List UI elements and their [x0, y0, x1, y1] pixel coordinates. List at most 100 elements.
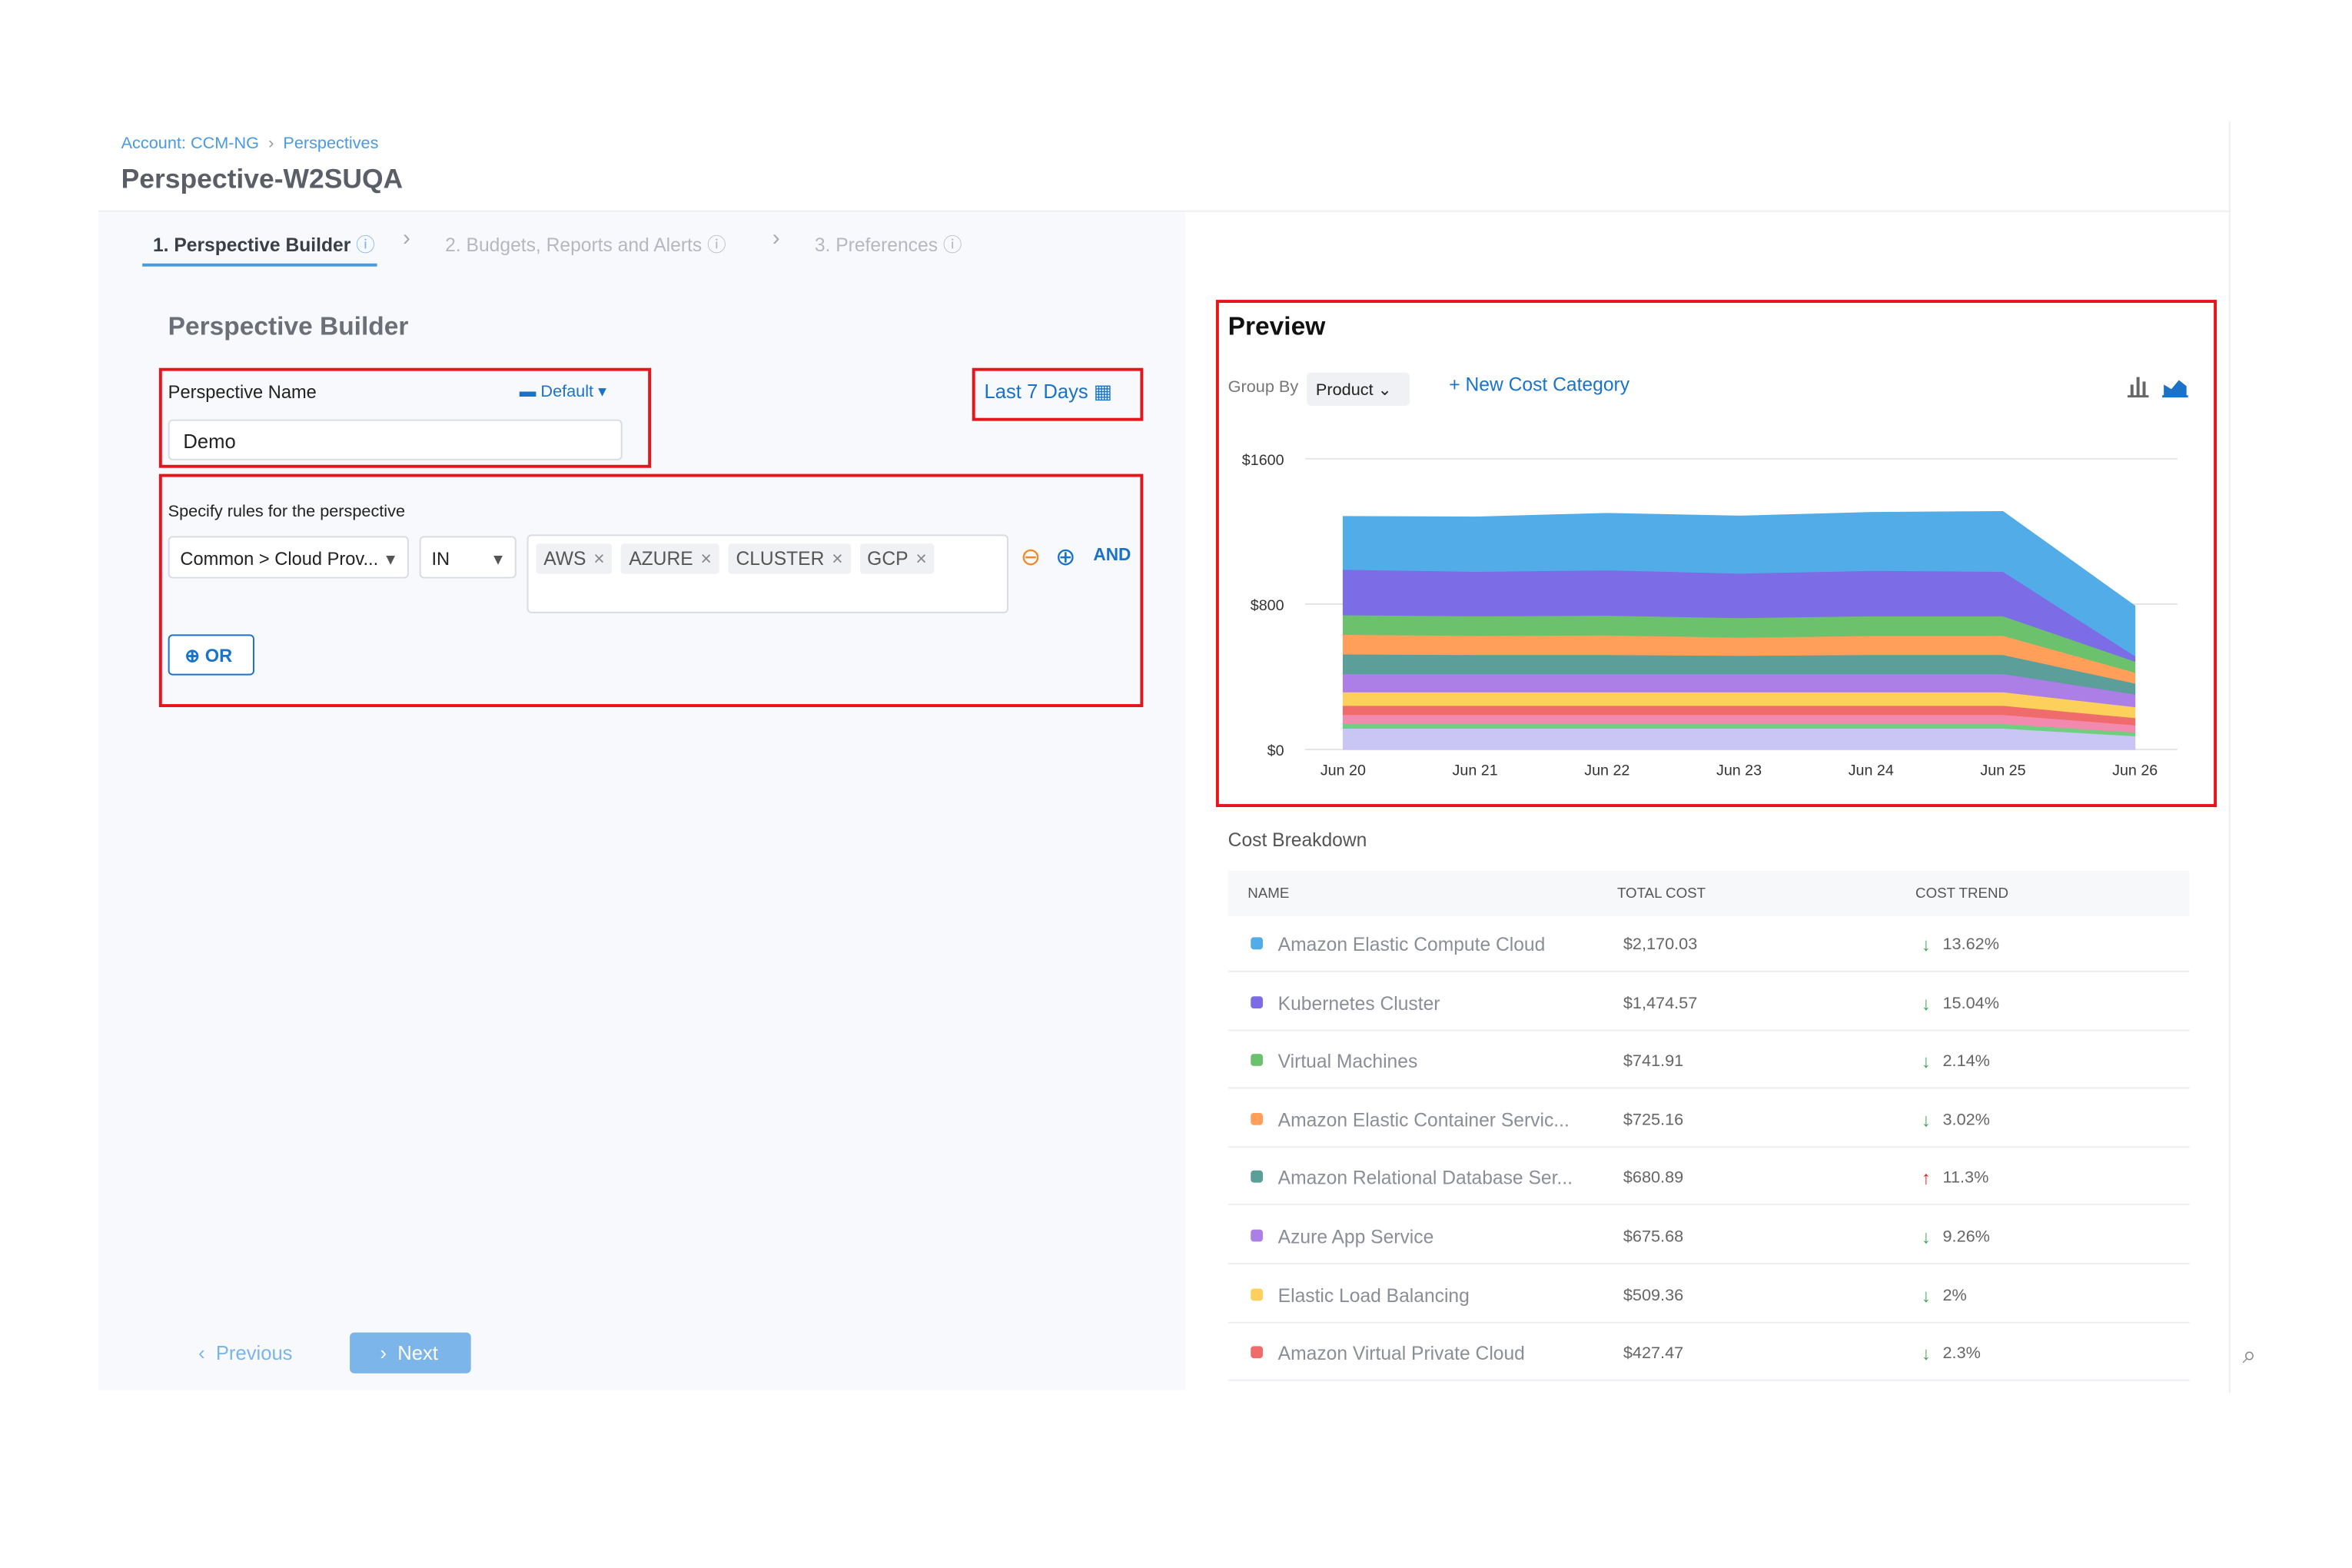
- x-tick-label: Jun 26: [2112, 762, 2158, 779]
- color-swatch: [1251, 1346, 1263, 1359]
- trend-arrow: ↓: [1921, 1109, 1931, 1131]
- row-divider: [1227, 1204, 2190, 1206]
- row-trend: 2.14%: [1942, 1052, 1990, 1071]
- highlight-box: [158, 367, 652, 468]
- row-name: Amazon Virtual Private Cloud: [1277, 1343, 1525, 1365]
- chip-remove[interactable]: ×: [593, 548, 605, 570]
- trend-arrow: ↓: [1921, 992, 1931, 1015]
- left-panel: [98, 211, 1186, 1390]
- highlight-box: [972, 367, 1144, 421]
- step-tab[interactable]: 2. Budgets, Reports and Alerts ⓘ: [445, 234, 726, 256]
- divider: [2228, 121, 2231, 1394]
- x-tick-label: Jun 22: [1584, 762, 1629, 779]
- active-tab-underline: [142, 263, 377, 267]
- step-tab[interactable]: 1. Perspective Builder ⓘ: [152, 234, 375, 256]
- new-cost-category[interactable]: + New Cost Category: [1449, 374, 1630, 396]
- color-swatch: [1251, 1112, 1263, 1125]
- breadcrumb-link[interactable]: Perspectives: [283, 135, 379, 153]
- values-input[interactable]: AWS × AZURE × CLUSTER × GCP ×: [527, 534, 1009, 613]
- area: [1342, 510, 2136, 657]
- row-name: Amazon Elastic Container Servic...: [1277, 1109, 1570, 1131]
- row-trend: 9.26%: [1942, 1227, 1990, 1247]
- divider: [98, 210, 2231, 212]
- chip-remove[interactable]: ×: [915, 548, 927, 570]
- row-name: Amazon Elastic Compute Cloud: [1277, 934, 1546, 956]
- x-tick-label: Jun 24: [1849, 762, 1894, 779]
- step-tab[interactable]: 3. Preferences ⓘ: [814, 234, 962, 256]
- highlight-box: [1215, 300, 2217, 808]
- value-chip: CLUSTER ×: [728, 543, 851, 574]
- bar-chart-icon[interactable]: [2127, 377, 2149, 398]
- y-tick-label: $0: [1267, 742, 1284, 759]
- row-cost: $1,474.57: [1623, 994, 1698, 1013]
- x-tick-label: Jun 25: [1980, 762, 2025, 779]
- breakdown-heading: Cost Breakdown: [1227, 829, 1367, 852]
- or-button[interactable]: ⊕ OR: [168, 634, 254, 676]
- row-cost: $675.68: [1623, 1227, 1684, 1247]
- section-heading: Perspective Builder: [168, 311, 409, 341]
- color-swatch: [1251, 1229, 1263, 1242]
- row-trend: 13.62%: [1942, 935, 2000, 955]
- remove-rule[interactable]: ⊖: [1020, 545, 1041, 571]
- folder-select[interactable]: ▬ Default ▾: [519, 383, 606, 402]
- trend-arrow: ↓: [1921, 1284, 1931, 1307]
- chip-label: CLUSTER: [736, 548, 825, 570]
- column-header: TOTAL COST: [1616, 885, 1706, 903]
- trend-arrow: ↓: [1921, 1051, 1931, 1073]
- breadcrumb: Account: CCM-NG › Perspectives: [121, 135, 379, 153]
- previous-button[interactable]: ‹ Previous: [198, 1341, 293, 1364]
- preview-heading: Preview: [1227, 311, 1326, 341]
- value-chip: AWS ×: [536, 543, 613, 574]
- highlight-box: [158, 473, 1144, 707]
- chip-label: AZURE: [629, 548, 693, 570]
- column-header: NAME: [1247, 885, 1290, 903]
- row-cost: $2,170.03: [1623, 935, 1698, 955]
- row-trend: 2.3%: [1942, 1344, 1981, 1364]
- row-trend: 3.02%: [1942, 1111, 1990, 1130]
- value-chip: GCP ×: [859, 543, 935, 574]
- chip-remove[interactable]: ×: [700, 548, 712, 570]
- and-button[interactable]: AND: [1093, 546, 1131, 565]
- row-cost: $509.36: [1623, 1286, 1684, 1305]
- row-trend: 2%: [1942, 1286, 1967, 1305]
- x-tick-label: Jun 21: [1453, 762, 1498, 779]
- help-icon[interactable]: ⌕: [2242, 1343, 2257, 1369]
- row-divider: [1227, 970, 2190, 972]
- trend-arrow: ↓: [1921, 934, 1931, 956]
- row-name: Azure App Service: [1277, 1226, 1434, 1248]
- group-by-label: Group By: [1227, 378, 1299, 397]
- column-header: COST TREND: [1915, 885, 2009, 903]
- trend-arrow: ↓: [1921, 1343, 1931, 1365]
- row-name: Elastic Load Balancing: [1277, 1284, 1470, 1307]
- chip-remove[interactable]: ×: [832, 548, 843, 570]
- name-input[interactable]: Demo: [168, 419, 623, 460]
- chart-type-toggle: [2127, 377, 2188, 398]
- area-chart-icon[interactable]: [2162, 380, 2188, 398]
- add-rule[interactable]: ⊕: [1055, 545, 1076, 571]
- chip-label: GCP: [867, 548, 909, 570]
- field-label: Perspective Name: [168, 381, 317, 404]
- color-swatch: [1251, 1287, 1263, 1301]
- next-button[interactable]: › Next: [350, 1332, 471, 1374]
- row-cost: $680.89: [1623, 1169, 1684, 1188]
- operator-select[interactable]: IN ▾: [419, 536, 517, 579]
- breadcrumb-link[interactable]: Account: CCM-NG: [121, 135, 260, 153]
- trend-arrow: ↓: [1921, 1226, 1931, 1248]
- x-tick-label: Jun 23: [1716, 762, 1762, 779]
- trend-arrow: ↑: [1921, 1168, 1931, 1190]
- chevron: ›: [403, 225, 410, 252]
- row-trend: 11.3%: [1942, 1169, 1989, 1188]
- group-by-select[interactable]: Product ⌄: [1307, 372, 1410, 406]
- row-divider: [1227, 1262, 2190, 1264]
- field-select[interactable]: Common > Cloud Prov... ▾: [168, 536, 409, 579]
- color-swatch: [1251, 937, 1263, 950]
- row-name: Kubernetes Cluster: [1277, 992, 1440, 1015]
- row-divider: [1227, 1028, 2190, 1031]
- page-title: Perspective-W2SUQA: [121, 163, 404, 194]
- chart: $0 $800 $1600 Jun 20 Jun 21 Jun 22 Jun 23 Jun 2…: [1242, 452, 2178, 779]
- y-tick-label: $800: [1251, 597, 1284, 614]
- time-range[interactable]: Last 7 Days ▦: [984, 380, 1113, 404]
- color-swatch: [1251, 1171, 1263, 1184]
